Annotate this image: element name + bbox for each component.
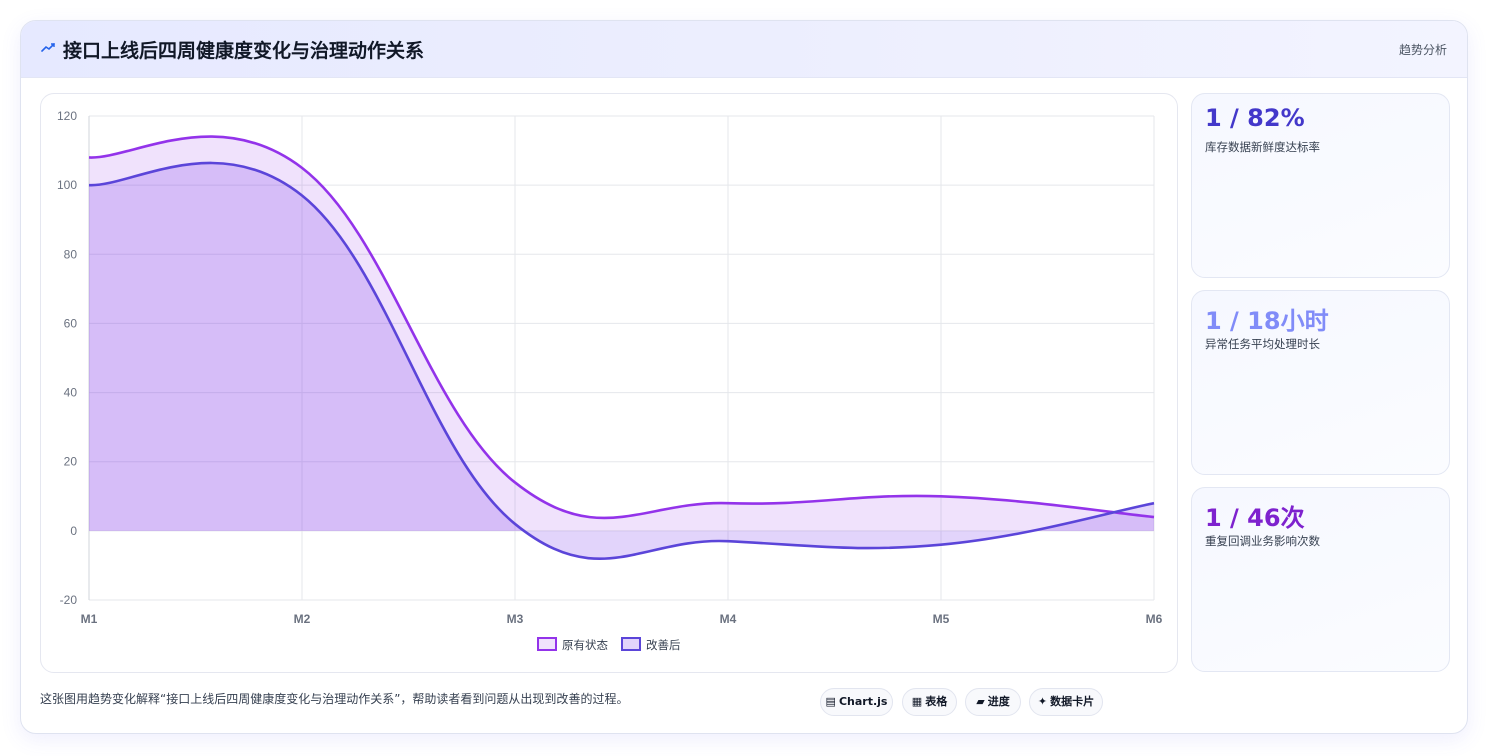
progress-icon: ▰ <box>976 695 985 708</box>
series-line-0 <box>88 135 1155 520</box>
table-icon: ▦ <box>911 695 923 708</box>
legend-label: 原有状态 <box>562 638 608 652</box>
chip-label: Chart.js <box>838 695 888 708</box>
kpi-value: 1 / 82% <box>1205 104 1305 132</box>
x-tick-label: M2 <box>294 612 311 626</box>
y-tick-label: -20 <box>60 593 78 607</box>
series-area-1 <box>89 162 1154 559</box>
page-title: 接口上线后四周健康度变化与治理动作关系 <box>63 40 425 62</box>
chart-card: 接口上线后四周健康度变化与治理动作关系 趋势分析 -20 0 20 40 60 80 100… <box>20 20 1468 734</box>
legend-label: 改善后 <box>646 638 681 652</box>
card-icon: ✦ <box>1037 695 1048 708</box>
kpi-card-freshness: 1 / 82% 库存数据新鲜度达标率 <box>1191 93 1450 278</box>
chart-icon: ▤ <box>825 695 836 708</box>
kpi-label: 异常任务平均处理时长 <box>1205 337 1320 351</box>
x-tick-label: M3 <box>507 612 524 626</box>
trend-line-icon <box>41 43 55 52</box>
kpi-card-handling-time: 1 / 18小时 异常任务平均处理时长 <box>1191 290 1450 475</box>
kpi-value: 1 / 18小时 <box>1205 307 1329 335</box>
kpi-value: 1 / 46次 <box>1205 504 1305 532</box>
chart-description: 这张图用趋势变化解释“接口上线后四周健康度变化与治理动作关系”，帮助读者看到问题… <box>40 692 629 706</box>
x-tick-label: M1 <box>81 612 98 626</box>
chip-data-card[interactable]: ✦ 数据卡片 <box>1029 688 1103 716</box>
header-tag: 趋势分析 <box>1398 43 1447 57</box>
y-tick-label: 100 <box>57 178 77 192</box>
kpi-card-callbacks: 1 / 46次 重复回调业务影响次数 <box>1191 487 1450 672</box>
y-tick-label: 0 <box>70 524 77 538</box>
chip-chartjs[interactable]: ▤ Chart.js <box>820 688 893 716</box>
y-tick-label: 40 <box>64 386 78 400</box>
chip-table[interactable]: ▦ 表格 <box>902 688 957 716</box>
x-tick-label: M5 <box>933 612 950 626</box>
card-header: 接口上线后四周健康度变化与治理动作关系 趋势分析 <box>21 21 1467 78</box>
kpi-label: 库存数据新鲜度达标率 <box>1205 140 1320 154</box>
chart-panel: -20 0 20 40 60 80 100 120 M1 M2 M3 M4 M5 M6 原有状态 改善后 <box>40 93 1178 673</box>
chip-label: 数据卡片 <box>1050 695 1095 708</box>
legend-swatch <box>621 637 641 651</box>
y-tick-label: 80 <box>64 247 78 261</box>
series-line-1 <box>88 161 1155 560</box>
area-chart: -20 0 20 40 60 80 100 120 M1 M2 M3 M4 M5 M6 原有状态 改善后 <box>57 109 1163 652</box>
series-area-0 <box>89 136 1154 531</box>
x-tick-label: M4 <box>720 612 737 626</box>
chip-label: 进度 <box>987 695 1010 708</box>
kpi-label: 重复回调业务影响次数 <box>1205 534 1320 548</box>
legend-swatch <box>537 637 557 651</box>
y-tick-label: 60 <box>64 316 78 330</box>
chip-label: 表格 <box>925 695 948 708</box>
y-tick-label: 20 <box>64 455 78 469</box>
x-tick-label: M6 <box>1146 612 1163 626</box>
y-tick-label: 120 <box>57 109 77 123</box>
chip-progress[interactable]: ▰ 进度 <box>965 688 1021 716</box>
